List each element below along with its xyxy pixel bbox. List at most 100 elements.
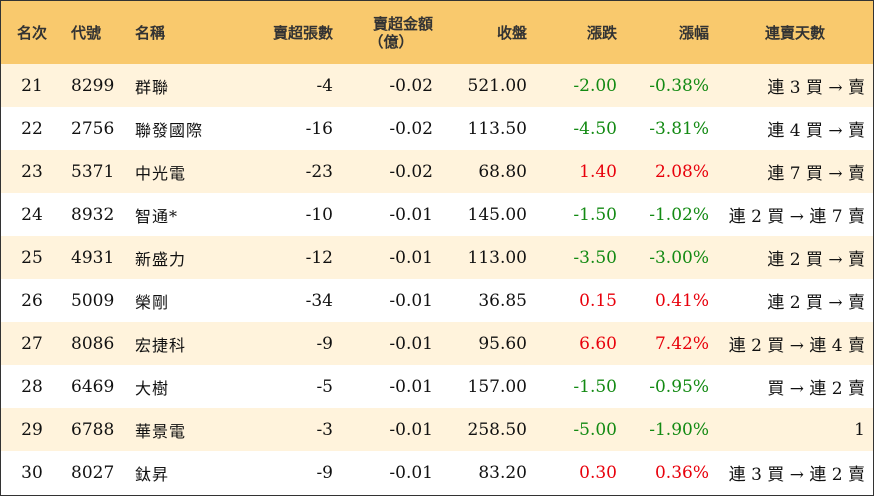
cell-pct: -0.95% bbox=[649, 376, 709, 397]
cell-sell-lots: -3 bbox=[316, 419, 333, 440]
col-header-sell-lots: 賣超張數 bbox=[272, 23, 333, 42]
cell-pct: 2.08% bbox=[654, 161, 709, 182]
cell-change: -1.50 bbox=[573, 204, 617, 225]
cell-sell-lots: -10 bbox=[305, 204, 333, 225]
cell-close: 36.85 bbox=[478, 290, 527, 311]
cell-close: 157.00 bbox=[467, 376, 527, 397]
cell-pct: -3.00% bbox=[649, 247, 709, 268]
cell-sell-amount: -0.01 bbox=[389, 290, 433, 311]
cell-rank: 29 bbox=[21, 419, 43, 440]
cell-change: -3.50 bbox=[573, 247, 617, 268]
cell-code: 5009 bbox=[71, 290, 115, 311]
table-row[interactable]: 21 8299 群聯 -4 -0.02 521.00 -2.00 -0.38% 連 3 買 → … bbox=[1, 64, 873, 107]
cell-rank: 21 bbox=[21, 75, 43, 96]
cell-change: -5.00 bbox=[573, 419, 617, 440]
table-row[interactable]: 28 6469 大樹 -5 -0.01 157.00 -1.50 -0.95% 買 → 連 2 … bbox=[1, 365, 873, 408]
cell-close: 83.20 bbox=[478, 462, 527, 483]
cell-sell-lots: -16 bbox=[305, 118, 333, 139]
cell-close: 68.80 bbox=[478, 161, 527, 182]
col-header-code: 代號 bbox=[71, 23, 102, 42]
cell-sell-lots: -9 bbox=[316, 462, 333, 483]
table-row[interactable]: 26 5009 榮剛 -34 -0.01 36.85 0.15 0.41% 連 2 買 → 賣 bbox=[1, 279, 873, 322]
col-header-streak: 連賣天數 bbox=[764, 23, 825, 42]
cell-pct: 0.36% bbox=[654, 462, 709, 483]
cell-streak: 連 2 買 → 連 7 賣 bbox=[728, 207, 865, 227]
table-header-row: 名次 代號 名稱 賣超張數 賣超金額 （億） 收盤 漲跌 漲幅 連賣天數 bbox=[1, 1, 873, 64]
cell-rank: 27 bbox=[21, 333, 43, 354]
cell-sell-lots: -34 bbox=[305, 290, 333, 311]
cell-rank: 23 bbox=[21, 161, 43, 182]
cell-stock-name: 新盛力 bbox=[135, 249, 187, 269]
cell-pct: -0.38% bbox=[649, 75, 709, 96]
cell-pct: 7.42% bbox=[654, 333, 709, 354]
cell-rank: 25 bbox=[21, 247, 43, 268]
cell-streak: 買 → 連 2 賣 bbox=[767, 379, 865, 399]
table-body: 21 8299 群聯 -4 -0.02 521.00 -2.00 -0.38% 連 3 買 → … bbox=[1, 64, 873, 494]
table-row[interactable]: 24 8932 智通* -10 -0.01 145.00 -1.50 -1.02% 連 2 買 … bbox=[1, 193, 873, 236]
cell-stock-name: 聯發國際 bbox=[135, 120, 204, 140]
cell-close: 145.00 bbox=[467, 204, 527, 225]
cell-streak: 連 2 買 → 連 4 賣 bbox=[728, 336, 865, 356]
cell-rank: 28 bbox=[21, 376, 43, 397]
cell-code: 8086 bbox=[71, 333, 115, 354]
cell-change: -2.00 bbox=[573, 75, 617, 96]
cell-streak: 連 3 買 → 連 2 賣 bbox=[728, 465, 865, 485]
cell-pct: -1.02% bbox=[649, 204, 709, 225]
col-header-close: 收盤 bbox=[496, 23, 527, 42]
cell-sell-amount: -0.01 bbox=[389, 247, 433, 268]
table-row[interactable]: 22 2756 聯發國際 -16 -0.02 113.50 -4.50 -3.81% 連 4 買… bbox=[1, 107, 873, 150]
cell-streak: 連 2 買 → 賣 bbox=[767, 250, 865, 270]
cell-streak: 連 2 買 → 賣 bbox=[767, 293, 865, 313]
table-row[interactable]: 27 8086 宏捷科 -9 -0.01 95.60 6.60 7.42% 連 2 買 → 連 … bbox=[1, 322, 873, 365]
col-header-rank: 名次 bbox=[16, 23, 47, 42]
cell-code: 2756 bbox=[71, 118, 115, 139]
cell-code: 5371 bbox=[71, 161, 115, 182]
cell-sell-amount: -0.01 bbox=[389, 462, 433, 483]
cell-change: 6.60 bbox=[579, 333, 617, 354]
cell-stock-name: 榮剛 bbox=[135, 292, 170, 312]
cell-close: 521.00 bbox=[467, 75, 527, 96]
cell-sell-lots: -9 bbox=[316, 333, 333, 354]
cell-code: 8299 bbox=[71, 75, 115, 96]
cell-code: 8932 bbox=[71, 204, 115, 225]
cell-stock-name: 宏捷科 bbox=[135, 335, 187, 355]
table-row[interactable]: 30 8027 鈦昇 -9 -0.01 83.20 0.30 0.36% 連 3 買 → 連 2… bbox=[1, 451, 873, 494]
cell-close: 113.00 bbox=[467, 247, 527, 268]
cell-sell-lots: -12 bbox=[305, 247, 333, 268]
col-header-change: 漲跌 bbox=[586, 23, 617, 42]
cell-streak: 連 3 買 → 賣 bbox=[767, 78, 865, 98]
cell-change: -1.50 bbox=[573, 376, 617, 397]
cell-pct: -1.90% bbox=[649, 419, 709, 440]
col-header-pct: 漲幅 bbox=[678, 23, 709, 42]
cell-streak: 連 4 買 → 賣 bbox=[767, 121, 865, 141]
cell-close: 258.50 bbox=[467, 419, 527, 440]
cell-sell-amount: -0.01 bbox=[389, 333, 433, 354]
cell-code: 6788 bbox=[71, 419, 115, 440]
cell-stock-name: 群聯 bbox=[135, 77, 170, 97]
cell-stock-name: 智通* bbox=[135, 206, 179, 226]
cell-pct: -3.81% bbox=[649, 118, 709, 139]
cell-change: 0.15 bbox=[579, 290, 617, 311]
cell-stock-name: 大樹 bbox=[135, 378, 170, 398]
cell-code: 8027 bbox=[71, 462, 115, 483]
cell-change: 1.40 bbox=[579, 161, 617, 182]
col-header-sell-amount: 賣超金額 （億） bbox=[341, 1, 441, 64]
col-header-sell-amount-line2: （億） bbox=[368, 32, 414, 51]
table-row[interactable]: 25 4931 新盛力 -12 -0.01 113.00 -3.50 -3.00% 連 2 買 … bbox=[1, 236, 873, 279]
cell-stock-name: 華景電 bbox=[135, 421, 187, 441]
cell-sell-amount: -0.01 bbox=[389, 204, 433, 225]
cell-rank: 30 bbox=[21, 462, 43, 483]
cell-sell-amount: -0.02 bbox=[389, 161, 433, 182]
cell-change: 0.30 bbox=[579, 462, 617, 483]
cell-sell-lots: -23 bbox=[305, 161, 333, 182]
cell-close: 95.60 bbox=[478, 333, 527, 354]
cell-code: 4931 bbox=[71, 247, 115, 268]
table-row[interactable]: 29 6788 華景電 -3 -0.01 258.50 -5.00 -1.90% 1 bbox=[1, 408, 873, 451]
cell-rank: 24 bbox=[21, 204, 43, 225]
cell-close: 113.50 bbox=[467, 118, 527, 139]
col-header-name: 名稱 bbox=[135, 23, 166, 42]
table-row[interactable]: 23 5371 中光電 -23 -0.02 68.80 1.40 2.08% 連 7 買 → 賣 bbox=[1, 150, 873, 193]
cell-pct: 0.41% bbox=[654, 290, 709, 311]
cell-sell-lots: -5 bbox=[316, 376, 333, 397]
cell-sell-amount: -0.02 bbox=[389, 118, 433, 139]
